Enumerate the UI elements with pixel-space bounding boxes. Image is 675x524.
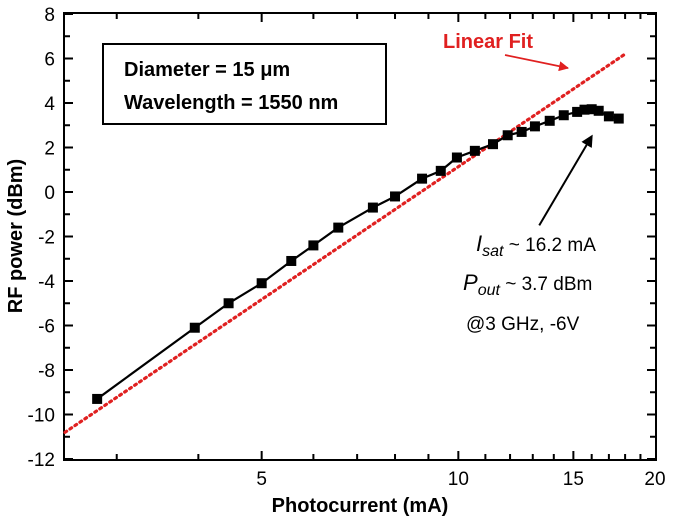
data-point: [558, 110, 569, 121]
axis-ticks: [65, 13, 655, 460]
isat-subscript: sat: [482, 243, 504, 260]
y-tick-label: -2: [38, 228, 55, 249]
y-tick-label: 0: [44, 183, 55, 204]
data-point: [502, 130, 513, 141]
x-tick-label: 5: [256, 469, 267, 490]
data-point: [286, 255, 297, 266]
data-point: [435, 165, 446, 176]
data-point: [308, 240, 319, 251]
y-tick-label: 6: [44, 50, 55, 71]
data-point: [333, 222, 344, 233]
y-tick-label: -10: [28, 406, 55, 427]
data-point: [223, 298, 234, 309]
data-point: [593, 105, 604, 116]
data-point: [603, 111, 614, 122]
y-tick-label: 8: [44, 5, 55, 26]
isat-symbol: I: [476, 231, 482, 256]
y-tick-label: 4: [44, 94, 55, 115]
x-tick-labels: 5 10 15 20: [256, 469, 665, 490]
pout-value: ~ 3.7 dBm: [500, 274, 592, 295]
x-tick-label: 15: [563, 469, 584, 490]
y-tick-label: -8: [38, 361, 55, 382]
data-point: [390, 191, 401, 202]
data-point: [367, 202, 378, 213]
y-axis-title: RF power (dBm): [5, 159, 27, 313]
data-point: [572, 106, 583, 117]
y-tick-label: 2: [44, 139, 55, 160]
pout-annotation: Pout ~ 3.7 dBm: [463, 270, 592, 299]
x-axis-title: Photocurrent (mA): [272, 495, 449, 517]
data-point: [613, 113, 624, 124]
info-box-line-2: Wavelength = 1550 nm: [124, 92, 338, 114]
linear-fit-arrow: [504, 54, 569, 72]
data-point: [189, 322, 200, 333]
linear-fit-label: Linear Fit: [443, 31, 533, 53]
pout-symbol: P: [463, 270, 478, 295]
data-point: [417, 173, 428, 184]
data-point: [516, 126, 527, 137]
isat-value: ~ 16.2 mA: [503, 235, 596, 256]
isat-annotation: Isat ~ 16.2 mA: [476, 231, 596, 260]
data-point: [469, 145, 480, 156]
y-tick-label: -12: [28, 450, 55, 471]
data-point: [256, 278, 267, 289]
data-point: [544, 115, 555, 126]
y-tick-labels: 8 6 4 2 0 -2 -4 -6 -8 -10 -12: [28, 5, 56, 471]
data-point: [451, 152, 462, 163]
data-point: [488, 139, 499, 150]
x-tick-label: 20: [644, 469, 665, 490]
condition-annotation: @3 GHz, -6V: [466, 314, 580, 335]
data-point: [579, 104, 590, 115]
pout-subscript: out: [478, 282, 501, 299]
annotation-arrow: [538, 134, 593, 226]
y-tick-label: -6: [38, 317, 55, 338]
data-point: [586, 104, 597, 115]
data-point: [529, 121, 540, 132]
y-tick-label: -4: [38, 272, 55, 293]
info-box: [102, 43, 387, 125]
data-point: [92, 393, 103, 404]
plot-frame: [63, 12, 657, 461]
linear-fit-line: [63, 52, 627, 434]
info-box-line-1: Diameter = 15 μm: [124, 59, 290, 81]
series-markers: [92, 104, 624, 404]
x-tick-label: 10: [448, 469, 469, 490]
